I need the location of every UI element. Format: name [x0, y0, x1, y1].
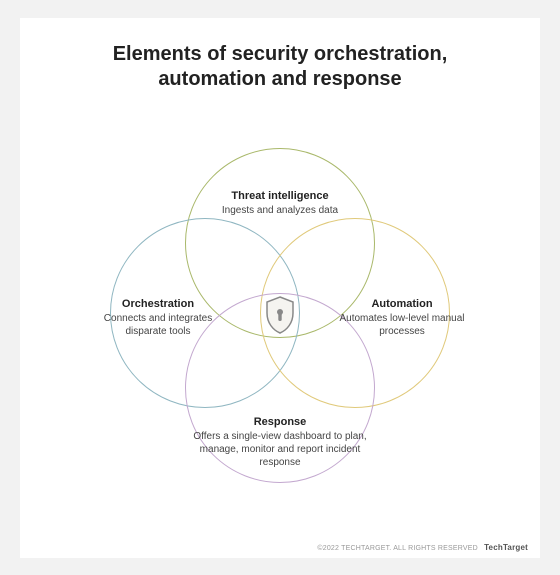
label-automation: Automation Automates low-level manual pr… — [327, 298, 477, 338]
title-line-2: automation and response — [158, 68, 401, 90]
footer: ©2022 TECHTARGET. ALL RIGHTS RESERVED Te… — [317, 543, 528, 552]
title-line-1: Elements of security orchestration, — [113, 43, 448, 65]
venn-diagram: Threat intelligence Ingests and analyzes… — [40, 98, 520, 528]
label-desc: Connects and integrates disparate tools — [83, 312, 233, 338]
label-desc: Offers a single-view dashboard to plan, … — [185, 430, 375, 469]
diagram-card: Elements of security orchestration, auto… — [20, 18, 540, 558]
label-desc: Automates low-level manual processes — [327, 312, 477, 338]
copyright-text: ©2022 TECHTARGET. ALL RIGHTS RESERVED — [317, 545, 478, 552]
brand-text: TechTarget — [484, 543, 528, 552]
label-desc: Ingests and analyzes data — [205, 204, 355, 217]
keyhole-stem — [278, 313, 281, 321]
page-title: Elements of security orchestration, auto… — [40, 42, 520, 92]
label-response: Response Offers a single-view dashboard … — [185, 416, 375, 469]
shield-lock-icon — [263, 295, 297, 335]
label-orchestration: Orchestration Connects and integrates di… — [83, 298, 233, 338]
label-title: Threat intelligence — [205, 190, 355, 202]
label-title: Automation — [327, 298, 477, 310]
label-title: Response — [185, 416, 375, 428]
label-threat-intelligence: Threat intelligence Ingests and analyzes… — [205, 190, 355, 217]
label-title: Orchestration — [83, 298, 233, 310]
